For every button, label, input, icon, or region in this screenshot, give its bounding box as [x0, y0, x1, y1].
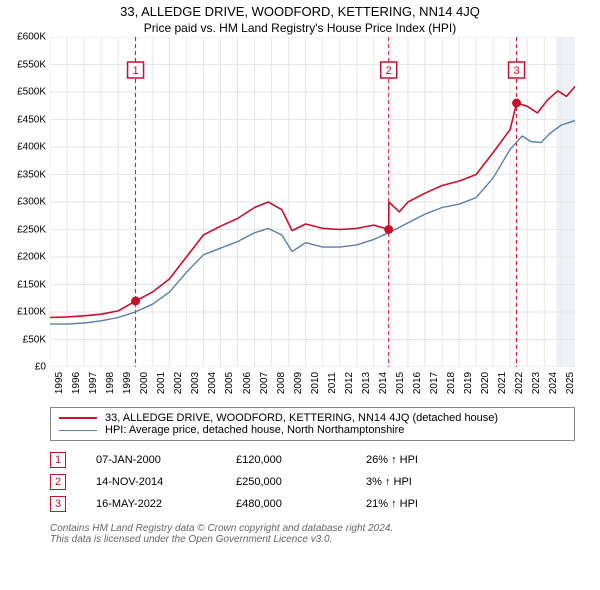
x-axis-label: 2025	[561, 372, 576, 394]
x-axis-label: 2012	[340, 372, 355, 394]
x-axis-label: 2005	[220, 372, 235, 394]
x-axis-label: 2015	[391, 372, 406, 394]
x-axis-label: 2001	[152, 372, 167, 394]
legend-item: HPI: Average price, detached house, Nort…	[59, 424, 566, 436]
x-axis-label: 2018	[442, 372, 457, 394]
x-axis-label: 2017	[425, 372, 440, 394]
x-axis-label: 2019	[459, 372, 474, 394]
x-axis-label: 2024	[544, 372, 559, 394]
y-axis-label: £450K	[17, 114, 50, 125]
x-axis-label: 2007	[255, 372, 270, 394]
y-axis-label: £50K	[23, 334, 50, 345]
event-pct: 26% ↑ HPI	[366, 454, 418, 466]
event-row-number: 2	[55, 476, 61, 488]
x-axis-label: 1997	[84, 372, 99, 394]
legend: 33, ALLEDGE DRIVE, WOODFORD, KETTERING, …	[50, 407, 575, 441]
chart-subtitle: Price paid vs. HM Land Registry's House …	[0, 19, 600, 37]
footer-line2: This data is licensed under the Open Gov…	[50, 534, 600, 545]
x-axis-label: 2000	[135, 372, 150, 394]
x-axis-label: 2009	[289, 372, 304, 394]
y-axis-label: £500K	[17, 87, 50, 98]
event-marker-number: 2	[386, 65, 392, 77]
y-axis-label: £300K	[17, 197, 50, 208]
chart-plot-area: 123£0£50K£100K£150K£200K£250K£300K£350K£…	[50, 37, 575, 367]
event-price: £480,000	[236, 498, 366, 510]
footer-line1: Contains HM Land Registry data © Crown c…	[50, 523, 600, 534]
chart-svg: 1 2 3	[50, 37, 575, 367]
event-pct: 3% ↑ HPI	[366, 476, 412, 488]
events-table: 1 07-JAN-2000£120,00026% ↑ HPI 2 14-NOV-201…	[50, 441, 575, 515]
event-row-marker: 2	[50, 474, 66, 490]
x-axis-label: 2003	[186, 372, 201, 394]
chart-title: 33, ALLEDGE DRIVE, WOODFORD, KETTERING, …	[0, 0, 600, 19]
x-axis-label: 2013	[357, 372, 372, 394]
y-axis-label: £350K	[17, 169, 50, 180]
event-row-marker: 3	[50, 496, 66, 512]
y-axis-label: £150K	[17, 279, 50, 290]
series-hpi	[50, 121, 575, 325]
event-price: £250,000	[236, 476, 366, 488]
x-axis-label: 2008	[272, 372, 287, 394]
x-axis-label: 2023	[527, 372, 542, 394]
x-axis-label: 2022	[510, 372, 525, 394]
legend-swatch	[59, 417, 97, 419]
event-dot	[512, 99, 521, 108]
footer: Contains HM Land Registry data © Crown c…	[50, 515, 600, 545]
x-axis-label: 2021	[493, 372, 508, 394]
x-axis-label: 2014	[374, 372, 389, 394]
event-price: £120,000	[236, 454, 366, 466]
y-axis-label: £100K	[17, 307, 50, 318]
x-axis-label: 2004	[203, 372, 218, 394]
x-axis-label: 2010	[306, 372, 321, 394]
event-row-marker: 1	[50, 452, 66, 468]
x-axis-label: 1999	[118, 372, 133, 394]
event-pct: 21% ↑ HPI	[366, 498, 418, 510]
y-axis-label: £0	[35, 362, 50, 373]
legend-label: HPI: Average price, detached house, Nort…	[105, 424, 404, 436]
y-axis-label: £400K	[17, 142, 50, 153]
x-axis-label: 1998	[101, 372, 116, 394]
legend-swatch	[59, 430, 97, 431]
event-dot	[384, 225, 393, 234]
event-dot	[131, 297, 140, 306]
event-row-number: 3	[55, 498, 61, 510]
event-marker-number: 3	[513, 65, 519, 77]
event-row-number: 1	[55, 454, 61, 466]
y-axis-label: £250K	[17, 224, 50, 235]
legend-item: 33, ALLEDGE DRIVE, WOODFORD, KETTERING, …	[59, 412, 566, 424]
x-axis-label: 1996	[67, 372, 82, 394]
y-axis-label: £550K	[17, 59, 50, 70]
x-axis-label: 2002	[169, 372, 184, 394]
event-marker-number: 1	[133, 65, 139, 77]
y-axis-label: £600K	[17, 32, 50, 43]
event-date: 07-JAN-2000	[96, 454, 236, 466]
event-date: 16-MAY-2022	[96, 498, 236, 510]
event-row: 3 16-MAY-2022£480,00021% ↑ HPI	[50, 493, 575, 515]
y-axis-label: £200K	[17, 252, 50, 263]
event-row: 1 07-JAN-2000£120,00026% ↑ HPI	[50, 449, 575, 471]
x-axis-label: 2011	[323, 372, 338, 394]
event-row: 2 14-NOV-2014£250,0003% ↑ HPI	[50, 471, 575, 493]
subtitle-text: Price paid vs. HM Land Registry's House …	[144, 21, 456, 35]
event-date: 14-NOV-2014	[96, 476, 236, 488]
legend-label: 33, ALLEDGE DRIVE, WOODFORD, KETTERING, …	[105, 412, 498, 424]
x-axis-label: 2016	[408, 372, 423, 394]
x-axis-label: 2020	[476, 372, 491, 394]
x-axis-label: 1995	[50, 372, 65, 394]
x-axis-label: 2006	[238, 372, 253, 394]
title-text: 33, ALLEDGE DRIVE, WOODFORD, KETTERING, …	[120, 4, 480, 19]
